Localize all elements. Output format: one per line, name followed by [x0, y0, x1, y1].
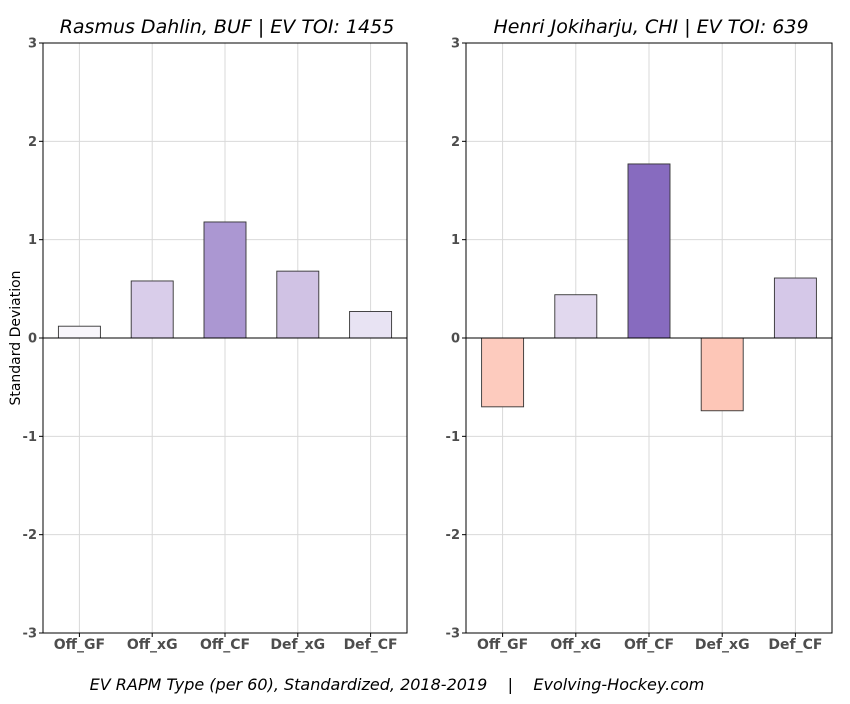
y-tick-label: -3 [23, 627, 37, 642]
x-tick-label: Off_xG [550, 637, 601, 653]
bar-off-cf [627, 163, 671, 339]
chart-title: Rasmus Dahlin, BUF | EV TOI: 1455 [60, 16, 395, 38]
x-tick-label: Off_xG [127, 637, 178, 653]
chart-title: Henri Jokiharju, CHI | EV TOI: 639 [493, 16, 808, 38]
x-tick-label: Def_CF [344, 637, 398, 653]
x-tick-label: Off_GF [54, 637, 105, 653]
bar-off-xg [554, 294, 598, 339]
bar-def-xg [700, 337, 744, 412]
x-tick-label: Def_xG [695, 637, 750, 653]
bar-def-cf [773, 277, 817, 339]
bar-def-xg [276, 270, 320, 339]
y-tick-label: 2 [28, 135, 37, 150]
y-tick-label: 1 [451, 233, 460, 248]
y-tick-label: -1 [446, 430, 460, 445]
y-axis-label: Standard Deviation [8, 270, 24, 405]
y-tick-label: -1 [23, 430, 37, 445]
y-tick-label: 1 [28, 233, 37, 248]
figure-caption: EV RAPM Type (per 60), Standardized, 201… [90, 675, 705, 694]
x-tick-label: Off_GF [477, 637, 528, 653]
y-tick-label: 3 [28, 37, 37, 52]
bar-off-gf [481, 337, 525, 408]
x-tick-label: Off_CF [624, 637, 674, 653]
x-tick-label: Off_CF [200, 637, 250, 653]
y-tick-label: 3 [451, 37, 460, 52]
y-tick-label: 0 [28, 332, 37, 347]
x-tick-label: Def_xG [270, 637, 325, 653]
y-tick-label: -2 [23, 528, 37, 543]
y-tick-label: 2 [451, 135, 460, 150]
x-tick-label: Def_CF [768, 637, 822, 653]
y-tick-label: 0 [451, 332, 460, 347]
bar-off-xg [130, 280, 174, 339]
bar-off-gf [57, 325, 101, 339]
bar-def-cf [349, 311, 393, 339]
y-tick-label: -2 [446, 528, 460, 543]
bar-off-cf [203, 221, 247, 339]
y-tick-label: -3 [446, 627, 460, 642]
